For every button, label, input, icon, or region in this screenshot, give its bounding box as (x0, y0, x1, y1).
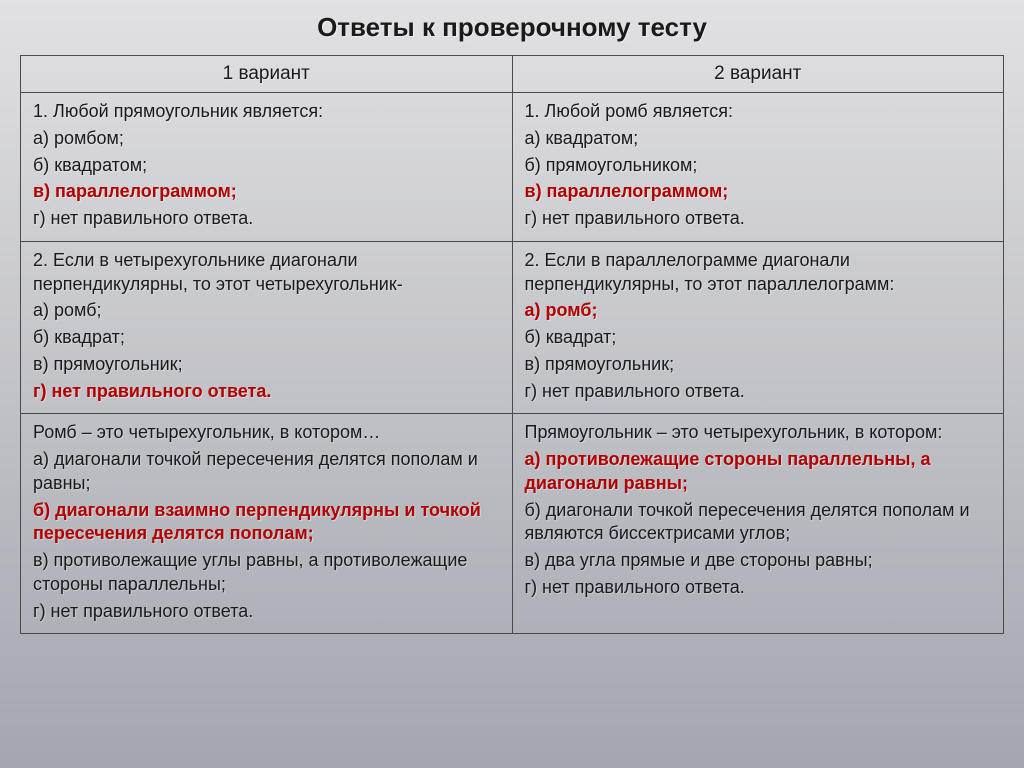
answer-line-correct: в) параллелограммом; (525, 180, 994, 204)
answer-line: б) квадрат; (33, 326, 502, 350)
table-row: 2. Если в четырехугольнике диагонали пер… (21, 241, 1004, 414)
answer-line: Ромб – это четырехугольник, в котором… (33, 421, 502, 445)
answer-line: а) ромб; (33, 299, 502, 323)
answer-line: г) нет правильного ответа. (525, 380, 994, 404)
table-header-row: 1 вариант 2 вариант (21, 56, 1004, 93)
answer-line-correct: б) диагонали взаимно перпендикулярны и т… (33, 499, 502, 547)
answer-line: 1. Любой ромб является: (525, 100, 994, 124)
answers-table: 1 вариант 2 вариант 1. Любой прямоугольн… (20, 55, 1004, 634)
answer-line-correct: а) противолежащие стороны параллельны, а… (525, 448, 994, 496)
answer-line: 1. Любой прямоугольник является: (33, 100, 502, 124)
answer-line-correct: г) нет правильного ответа. (33, 380, 502, 404)
answer-line: 2. Если в параллелограмме диагонали перп… (525, 249, 994, 297)
answer-line: б) квадрат; (525, 326, 994, 350)
table-row: Ромб – это четырехугольник, в котором… а)… (21, 414, 1004, 634)
answer-line: б) прямоугольником; (525, 154, 994, 178)
table-cell: 1. Любой прямоугольник является: а) ромбо… (21, 93, 513, 242)
answer-line: 2. Если в четырехугольнике диагонали пер… (33, 249, 502, 297)
answer-line: г) нет правильного ответа. (525, 576, 994, 600)
answer-line: г) нет правильного ответа. (525, 207, 994, 231)
col-header-1: 1 вариант (21, 56, 513, 93)
answer-line: а) диагонали точкой пересечения делятся … (33, 448, 502, 496)
table-cell: 2. Если в четырехугольнике диагонали пер… (21, 241, 513, 414)
answer-line: б) диагонали точкой пересечения делятся … (525, 499, 994, 547)
answer-line: г) нет правильного ответа. (33, 600, 502, 624)
answer-line: в) два угла прямые и две стороны равны; (525, 549, 994, 573)
answer-line: а) квадратом; (525, 127, 994, 151)
answer-line: в) противолежащие углы равны, а противол… (33, 549, 502, 597)
table-row: 1. Любой прямоугольник является: а) ромбо… (21, 93, 1004, 242)
answer-line: а) ромбом; (33, 127, 502, 151)
page-title: Ответы к проверочному тесту (20, 12, 1004, 43)
answer-line: в) прямоугольник; (525, 353, 994, 377)
answer-line-correct: а) ромб; (525, 299, 994, 323)
table-cell: 2. Если в параллелограмме диагонали перп… (512, 241, 1004, 414)
answer-line-correct: в) параллелограммом; (33, 180, 502, 204)
table-cell: 1. Любой ромб является: а) квадратом; б) п… (512, 93, 1004, 242)
answer-line: г) нет правильного ответа. (33, 207, 502, 231)
answer-line: в) прямоугольник; (33, 353, 502, 377)
answer-line: б) квадратом; (33, 154, 502, 178)
answer-line: Прямоугольник – это четырехугольник, в к… (525, 421, 994, 445)
table-cell: Прямоугольник – это четырехугольник, в к… (512, 414, 1004, 634)
table-cell: Ромб – это четырехугольник, в котором… а)… (21, 414, 513, 634)
col-header-2: 2 вариант (512, 56, 1004, 93)
